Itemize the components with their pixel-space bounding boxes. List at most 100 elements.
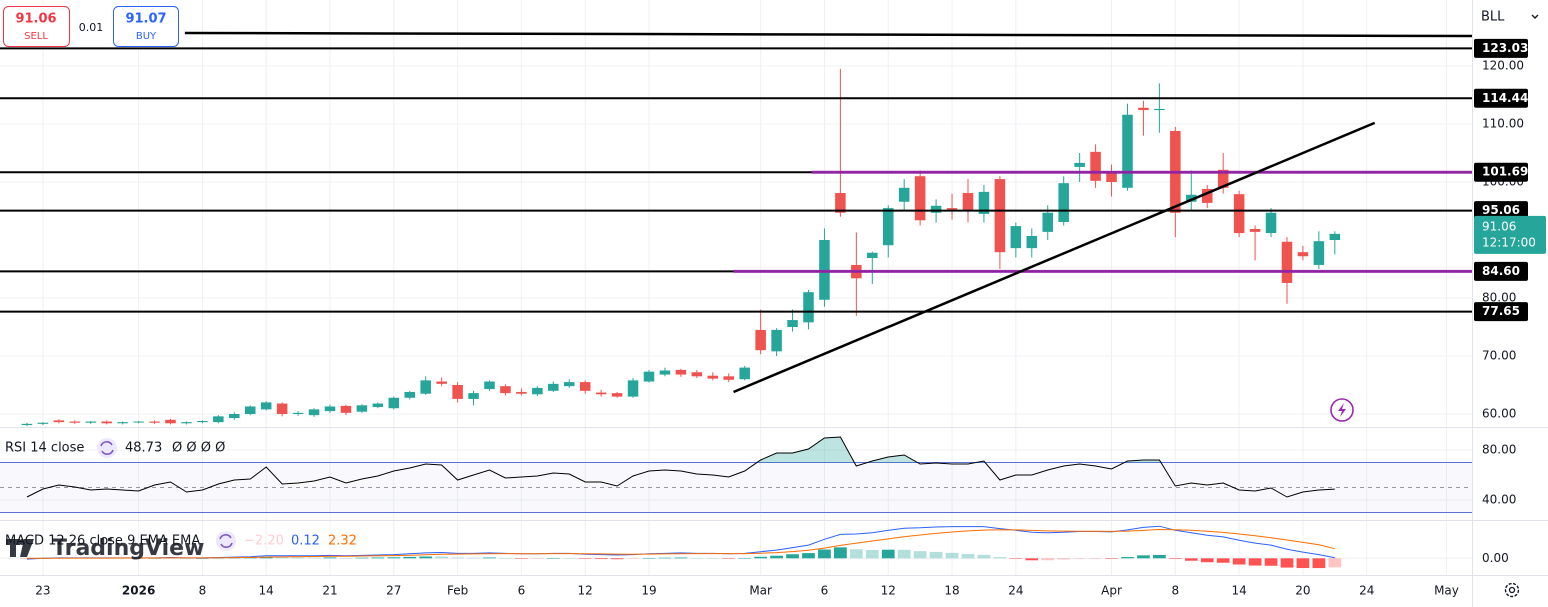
histogram-bar [499, 558, 512, 559]
candle-body [213, 416, 224, 423]
histogram-bar [1280, 558, 1294, 568]
histogram-bar [1041, 558, 1055, 561]
x-tick-label: Apr [1101, 584, 1122, 598]
candle-body [260, 402, 272, 410]
alert-icon [1338, 403, 1346, 417]
candle-body [1281, 241, 1293, 283]
candle-body [388, 397, 400, 409]
candle-body [117, 422, 128, 424]
candle-body [1090, 151, 1101, 181]
histogram-bar [1296, 558, 1310, 569]
candle-body [420, 380, 431, 394]
candle-body [1074, 162, 1085, 167]
candle-body [1058, 183, 1069, 223]
x-tick-label: 14 [1231, 584, 1246, 598]
y-tick-label: 110.00 [1482, 117, 1524, 131]
candle-body [1329, 233, 1341, 241]
histogram-bar [913, 551, 927, 559]
x-tick-label: 2026 [122, 584, 155, 598]
macd-title: MACD 12 26 close 9 EMA EMA [5, 534, 200, 549]
candle-body [1313, 241, 1325, 265]
candle-body [755, 329, 766, 351]
candle-body [468, 393, 479, 399]
level-label-box [1474, 88, 1528, 108]
x-tick-label: 12 [578, 584, 593, 598]
watermark-text: TradingView [52, 536, 204, 561]
price-tag-countdown: 12:17:00 [1482, 235, 1536, 249]
histogram-bar [323, 557, 337, 559]
histogram-bar [626, 558, 640, 559]
candle-body [21, 423, 33, 426]
histogram-bar [275, 557, 289, 559]
histogram-bar [180, 558, 193, 559]
histogram-bar [993, 557, 1007, 559]
candle-body [229, 414, 240, 419]
settings-gear[interactable] [1504, 582, 1520, 598]
candle-body [1297, 252, 1309, 257]
buy-price: 91.07 [125, 12, 166, 27]
histogram-bar [1025, 558, 1039, 561]
histogram-bar [849, 549, 863, 559]
macd-hist-value: −2.20 [244, 534, 284, 549]
histogram-bar [1184, 558, 1198, 561]
histogram-bar [196, 558, 209, 559]
candle-body [595, 392, 607, 395]
x-tick-label: 8 [199, 584, 207, 598]
histogram-bar [435, 556, 449, 559]
level-label: 95.06 [1482, 203, 1520, 217]
histogram-bar [1089, 558, 1102, 559]
candle-body [579, 382, 591, 391]
histogram-bar [259, 557, 273, 559]
x-tick-label: 24 [1008, 584, 1023, 598]
candle-body [962, 193, 974, 210]
histogram-bar [738, 558, 752, 559]
ui-layer: TradingView RSI 14 close 48.73 Ø Ø Ø Ø M… [3, 0, 1548, 598]
x-tick-label: 21 [322, 584, 337, 598]
histogram-bar [706, 558, 720, 559]
histogram-bar [355, 557, 369, 559]
candle-body [659, 370, 671, 375]
histogram-bar [945, 552, 959, 559]
settings-icon[interactable] [97, 438, 117, 458]
candle-body [340, 405, 352, 413]
histogram-bar [403, 556, 417, 559]
candle-body [292, 412, 304, 415]
candle-body [404, 391, 416, 398]
settings-icon[interactable] [216, 531, 236, 551]
candle-body [548, 383, 559, 391]
histogram-bar [451, 557, 464, 559]
candle-body [436, 381, 447, 384]
price-tag-value: 91.06 [1482, 219, 1516, 233]
candle-body [1233, 194, 1245, 234]
buy-button[interactable] [113, 6, 179, 47]
histogram-bar [562, 558, 576, 559]
histogram-bar [243, 557, 257, 559]
histogram-bar [1200, 558, 1214, 563]
histogram-bar [1312, 558, 1326, 569]
candle-body [1138, 107, 1149, 111]
candle-body [803, 292, 814, 323]
histogram-bar [1121, 557, 1134, 559]
x-tick-label: 6 [821, 584, 829, 598]
histogram-bar [770, 555, 783, 559]
sell-button[interactable] [3, 6, 70, 47]
candle-body [675, 369, 687, 375]
x-tick-label: 8 [1172, 584, 1180, 598]
dropdown-chevron [1531, 14, 1539, 19]
candle-body [994, 179, 1006, 253]
candle-body [707, 375, 719, 379]
plot-layer [0, 31, 1473, 569]
rsi-line [26, 436, 1335, 498]
spread: 0.01 [79, 21, 104, 34]
sell-price: 91.06 [15, 12, 56, 27]
candle-body [898, 187, 910, 202]
candle-body [356, 405, 368, 412]
y-tick-label: 80.00 [1482, 291, 1516, 305]
histogram-bar [674, 557, 688, 559]
candle-body [739, 367, 750, 380]
histogram-bar [658, 557, 672, 559]
rsi-title: RSI 14 close [5, 441, 84, 456]
level-label-box [1474, 302, 1528, 322]
candle-body [308, 409, 320, 416]
